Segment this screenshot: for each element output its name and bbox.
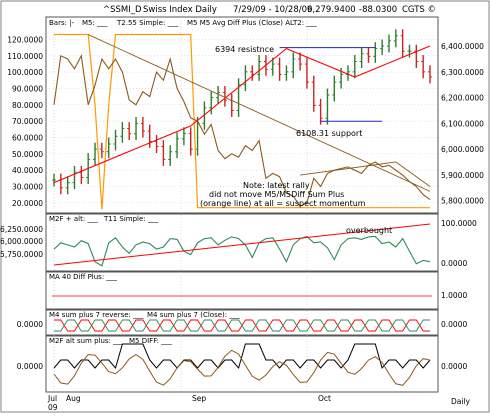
header-change: -88.0300: [359, 5, 397, 15]
price-left-tick-6: 60.0000: [12, 133, 43, 142]
x-label-period: Daily: [451, 397, 471, 406]
price-left-tick-9: 30.0000: [12, 182, 43, 191]
series-layer: [52, 29, 432, 386]
m2f-red-trend: [53, 223, 431, 266]
price-right-tick-4: 6,000.0000: [441, 145, 484, 154]
price-left-tick-5: 70.0000: [12, 117, 43, 126]
legend-m5diff: M5 DIFF: ___: [129, 337, 172, 345]
x-label-sep: Sep: [192, 394, 206, 403]
m2f-panel-frame: [45, 213, 439, 272]
price-left-tick-0: 120.0000: [7, 35, 43, 44]
panel-frames: [45, 16, 439, 393]
m2f-right-tick-0: 100.0000: [441, 219, 477, 228]
legend-price-bars: Bars: |-: [49, 19, 75, 27]
legend-m2f: M2F + alt: ___: [49, 215, 98, 223]
price-left-tick-10: 20.0000: [12, 199, 43, 208]
m2f-left-tick-2: 5,750.0000: [0, 250, 43, 259]
price-left-tick-4: 80.0000: [12, 101, 43, 110]
x-label-oct: Oct: [318, 394, 331, 403]
m5diff-brown-line: [53, 349, 431, 386]
price-right-tick-0: 6,400.0000: [441, 42, 484, 51]
header-last: 6,279.9400: [307, 5, 356, 15]
price-right-tick-2: 6,200.0000: [441, 94, 484, 103]
m4-right-tick: 0.0000: [441, 320, 467, 329]
red-ma-line: [53, 45, 431, 184]
m2f-left-tick-1: 6,000.0000: [0, 237, 43, 246]
header-name: Swiss Index Daily: [143, 5, 217, 15]
x-label-year: 09: [48, 403, 58, 412]
m2f-left-tick-0: 6,250.0000: [0, 225, 43, 234]
m2f-right-tick-1: 0.0000: [441, 259, 467, 268]
legend-t11: T11 Simple: ___: [103, 215, 159, 223]
price-right-tick-3: 6,100.0000: [441, 119, 484, 128]
brown-m5-line: [53, 54, 431, 207]
ma40-panel-frame: [45, 271, 439, 310]
price-left-tick-7: 50.0000: [12, 150, 43, 159]
note-line-1: Note: latest rally: [243, 181, 310, 190]
legend-m4-reverse: M4 sum plus 7 reverse: ___: [49, 311, 144, 319]
m2falt-panel-frame: [45, 335, 439, 393]
note-line-2: did not move M5/M5Diff Sum Plus: [209, 190, 344, 199]
header-vendor: CGTS ©: [402, 5, 436, 15]
price-left-tick-1: 110.0000: [7, 52, 43, 61]
m2falt-black-line: [53, 343, 431, 370]
price-right-tick-6: 5,800.0000: [441, 197, 484, 206]
channel-line-lower: [300, 161, 396, 176]
m4-close-line: [54, 319, 430, 332]
note-line-3: (orange line) at all = suspect momentum: [200, 199, 366, 208]
legend-price-t255: T2.55 Simple: ___: [116, 19, 179, 27]
ma40-right-tick: 1.0000: [441, 291, 467, 300]
orange-series-line: [54, 33, 430, 210]
price-left-tick-2: 100.0000: [7, 68, 43, 77]
legend-ma40: MA 40 Diff Plus: ___: [49, 273, 117, 281]
price-annotations: 6394 resistnce 6108.31 support Note: lat…: [200, 45, 366, 208]
support-label: 6108.31 support: [296, 129, 362, 138]
m2falt-right-tick: 0.0000: [441, 362, 467, 371]
x-label-aug: Aug: [66, 394, 81, 403]
header-date-range: 7/29/09 - 10/28/09: [233, 5, 312, 15]
price-left-tick-8: 40.0000: [12, 166, 43, 175]
channel-line-down: [395, 161, 431, 187]
x-axis: Jul Aug Sep Oct 09 Daily: [47, 394, 471, 412]
price-left-tick-3: 90.0000: [12, 84, 43, 93]
price-panel-frame: [45, 16, 439, 214]
legend-price-m5diff: M5 M5 Avg Diff Plus (Close) ALT2: ___: [187, 19, 317, 27]
legend-m2f-alt: M2F alt sum plus: ___: [49, 337, 124, 345]
price-right-tick-1: 6,300.0000: [441, 68, 484, 77]
m2falt-left-tick: 0.0000: [17, 362, 43, 371]
overbought-label: overbought: [346, 226, 392, 235]
legend-price-m5: M5: ___: [82, 19, 108, 27]
price-right-tick-5: 5,900.0000: [441, 171, 484, 180]
resistance-label: 6394 resistnce: [215, 45, 274, 54]
label-layer: 120.0000 110.0000 100.0000 90.0000 80.0000 70…: [0, 35, 484, 371]
chart-header: ^SSMI_D Swiss Index Daily 7/29/09 - 10/2…: [103, 5, 436, 15]
legends: Bars: |- M5: ___ T2.55 Simple: ___ M5 M5…: [49, 19, 317, 345]
m4-left-tick: 0.0000: [17, 320, 43, 329]
legend-m4-close: M4 sum plus 7 (Close): ___: [147, 311, 240, 319]
x-label-jul: Jul: [47, 394, 57, 403]
header-symbol: ^SSMI_D: [103, 5, 142, 15]
m2f-green-line: [53, 235, 431, 267]
